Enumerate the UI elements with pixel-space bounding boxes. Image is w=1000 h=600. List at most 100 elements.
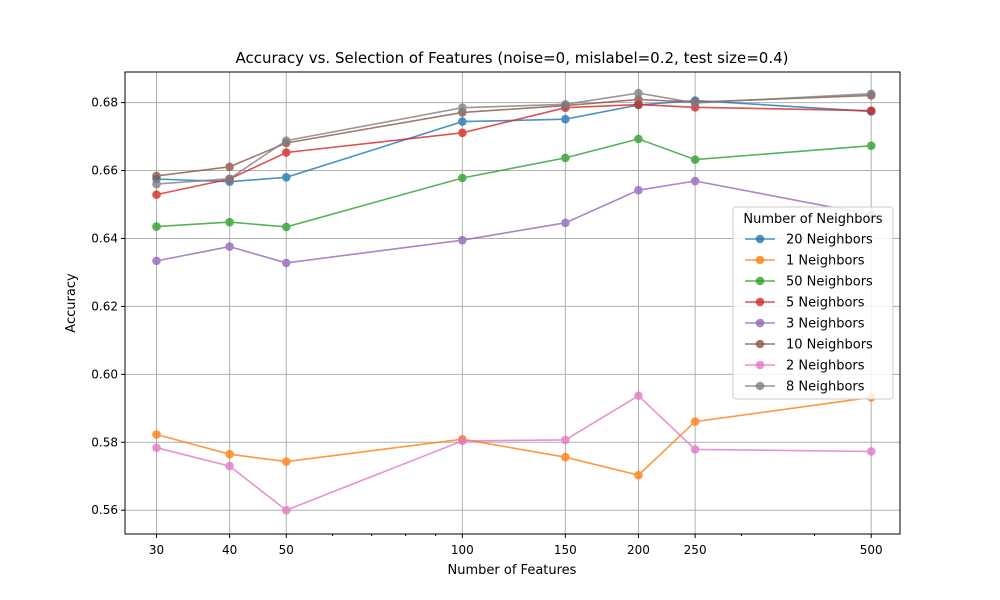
data-point (866, 141, 876, 151)
data-point (281, 258, 291, 268)
legend-label: 50 Neighbors (786, 275, 873, 290)
legend-label: 8 Neighbors (786, 380, 865, 395)
data-point (634, 88, 643, 98)
data-point (152, 256, 161, 266)
series-5-neighbors (152, 100, 876, 199)
data-point (458, 436, 467, 446)
data-point (281, 457, 291, 466)
data-point (152, 430, 161, 439)
x-axis-label: Number of Features (448, 563, 577, 578)
series-line (156, 138, 872, 228)
data-point (281, 173, 291, 182)
data-point (690, 417, 700, 426)
legend: Number of Neighbors 20 Neighbors 1 Neighb… (732, 206, 894, 400)
legend-label: 2 Neighbors (786, 359, 865, 374)
data-point (561, 114, 570, 124)
y-tick-label: 0.58 (91, 435, 118, 449)
data-point (866, 106, 876, 116)
series-line (156, 394, 872, 512)
series-layer (152, 88, 876, 515)
series-50-neighbors (152, 134, 876, 232)
series-3-neighbors (152, 176, 876, 268)
legend-marker (755, 360, 765, 370)
legend-item: 8 Neighbors (745, 380, 865, 395)
data-point (866, 89, 876, 99)
y-tick-label: 0.68 (91, 96, 118, 110)
data-point (152, 190, 161, 199)
series-line (156, 99, 872, 183)
data-point (152, 443, 161, 453)
x-tick-label: 200 (627, 543, 650, 557)
series-line (156, 92, 872, 185)
data-point (561, 153, 570, 163)
data-point (225, 174, 234, 183)
data-point (225, 449, 234, 459)
data-point (561, 435, 570, 445)
y-tick-label: 0.62 (91, 299, 118, 313)
legend-item: 50 Neighbors (745, 275, 873, 290)
legend-item: 10 Neighbors (745, 338, 873, 353)
data-point (458, 117, 467, 126)
legend-label: 1 Neighbors (786, 254, 865, 269)
y-tick-label: 0.66 (91, 164, 118, 178)
legend-marker (755, 381, 765, 391)
legend-marker (755, 234, 765, 244)
legend-marker (755, 276, 765, 286)
y-axis-label: Accuracy (64, 273, 79, 333)
data-point (634, 185, 643, 195)
data-point (690, 155, 700, 164)
legend-title: Number of Neighbors (743, 212, 882, 227)
x-tick-label: 150 (554, 543, 577, 557)
data-point (152, 179, 161, 189)
data-point (634, 391, 643, 401)
data-point (281, 505, 291, 515)
legend-label: 10 Neighbors (786, 338, 873, 353)
series-1-neighbors (152, 393, 876, 480)
data-point (225, 217, 234, 227)
data-point (281, 148, 291, 157)
legend-item: 2 Neighbors (745, 359, 865, 374)
series-8-neighbors (152, 88, 876, 189)
legend-marker (755, 318, 765, 328)
legend-label: 5 Neighbors (786, 296, 865, 311)
axis-ticks: 30 40 50 100 150 200 250 500 0.56 0.58 0.60 0.62 0.6… (91, 96, 882, 557)
data-point (225, 461, 234, 471)
x-tick-label: 100 (451, 543, 474, 557)
x-tick-label: 500 (860, 543, 883, 557)
data-point (458, 235, 467, 245)
data-point (561, 452, 570, 462)
series-line (156, 396, 872, 477)
data-point (152, 222, 161, 231)
plot-frame (124, 71, 901, 535)
legend-marker (755, 255, 765, 265)
data-point (866, 447, 876, 456)
data-point (458, 173, 467, 183)
legend-item: 5 Neighbors (745, 296, 865, 311)
data-point (281, 222, 291, 232)
data-point (281, 136, 291, 145)
data-point (690, 98, 700, 108)
series-line (156, 180, 872, 264)
data-point (152, 171, 161, 181)
data-point (225, 242, 234, 251)
x-tick-label: 250 (684, 543, 707, 557)
legend-item: 20 Neighbors (745, 233, 873, 248)
legend-items: 20 Neighbors 1 Neighbors 50 Neighbors 5 Nei… (745, 233, 873, 395)
legend-item: 1 Neighbors (745, 254, 865, 269)
data-point (561, 218, 570, 228)
legend-marker (755, 297, 765, 307)
data-point (634, 470, 643, 480)
data-point (690, 176, 700, 186)
x-tick-label: 30 (149, 543, 164, 557)
legend-marker (755, 339, 765, 349)
series-line (156, 103, 872, 196)
series-2-neighbors (152, 391, 876, 515)
data-point (458, 128, 467, 138)
data-point (561, 99, 570, 109)
data-point (690, 445, 700, 454)
legend-label: 3 Neighbors (786, 317, 865, 332)
data-point (634, 95, 643, 104)
data-point (225, 162, 234, 172)
data-point (634, 134, 643, 144)
